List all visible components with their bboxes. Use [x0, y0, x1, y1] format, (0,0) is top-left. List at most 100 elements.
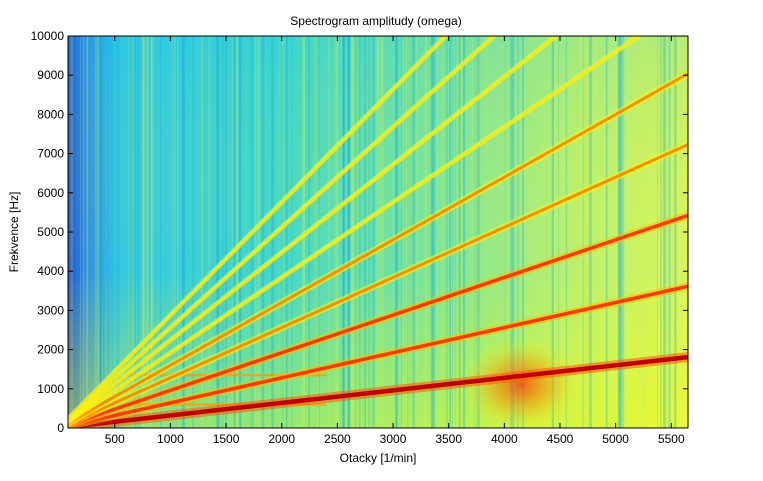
- texture-stripe: [142, 36, 145, 428]
- texture-stripe: [379, 36, 382, 428]
- texture-stripe: [656, 36, 658, 428]
- x-tick-label: 5000: [602, 432, 629, 446]
- x-tick-label: 2000: [268, 432, 295, 446]
- texture-stripe: [512, 36, 515, 428]
- harmonic-line: [68, 72, 688, 425]
- texture-stripe: [115, 36, 119, 428]
- texture-stripe: [581, 36, 585, 428]
- texture-stripe: [504, 36, 506, 428]
- x-tick-label: 1500: [213, 432, 240, 446]
- texture-stripe: [358, 36, 361, 428]
- texture-stripe: [458, 36, 461, 428]
- harmonic-line: [68, 143, 688, 426]
- texture-stripe: [160, 36, 162, 428]
- texture-stripe: [433, 36, 436, 428]
- texture-stripe: [83, 36, 85, 428]
- texture-stripe: [221, 36, 224, 428]
- y-tick-label: 6000: [37, 186, 64, 200]
- y-tick-label: 7000: [37, 147, 64, 161]
- texture-stripe: [173, 36, 177, 428]
- texture-stripe: [473, 36, 475, 428]
- texture-stripe: [76, 36, 78, 428]
- x-tick-label: 5500: [658, 432, 685, 446]
- texture-stripe: [622, 36, 625, 428]
- texture-stripe: [381, 36, 384, 428]
- texture-stripe: [510, 36, 513, 428]
- texture-stripe: [452, 36, 453, 428]
- texture-stripe: [145, 36, 149, 428]
- y-tick-label: 5000: [37, 225, 64, 239]
- texture-stripe: [100, 36, 102, 428]
- texture-stripe: [134, 36, 137, 428]
- harmonic-line: [68, 36, 496, 422]
- texture-stripe: [271, 36, 274, 428]
- harmonic-lines: [68, 36, 688, 428]
- x-axis-label: Otacky [1/min]: [340, 451, 417, 465]
- x-tick-label: 4000: [491, 432, 518, 446]
- texture-stripe: [666, 36, 670, 428]
- texture-stripe: [171, 36, 173, 428]
- texture-stripe: [372, 36, 375, 428]
- y-tick-label: 3000: [37, 303, 64, 317]
- texture-stripe: [356, 36, 358, 428]
- texture-stripe: [183, 36, 185, 428]
- texture-stripe: [551, 36, 554, 428]
- x-tick-label: 500: [105, 432, 125, 446]
- texture-stripe: [336, 36, 339, 428]
- texture-stripe: [208, 36, 211, 428]
- texture-stripe: [660, 36, 662, 428]
- texture-stripe: [314, 36, 316, 428]
- texture-stripe: [313, 36, 317, 428]
- texture-stripe: [340, 36, 342, 428]
- texture-stripe: [585, 36, 589, 428]
- texture-stripe: [424, 36, 428, 428]
- harmonic-line: [68, 36, 641, 424]
- texture-stripe: [460, 36, 462, 428]
- texture-stripe: [257, 36, 261, 428]
- texture-stripe: [281, 36, 285, 428]
- texture-stripe: [555, 36, 557, 428]
- texture-stripe: [517, 36, 519, 428]
- texture-stripe: [111, 36, 113, 428]
- y-tick-label: 1000: [37, 382, 64, 396]
- texture-stripe: [231, 36, 233, 428]
- chart-title: Spectrogram amplitudy (omega): [290, 14, 461, 28]
- texture-stripe: [173, 36, 176, 428]
- texture-stripe: [327, 36, 330, 428]
- texture-stripe: [103, 36, 105, 428]
- y-tick-label: 10000: [31, 29, 65, 43]
- texture-stripe: [416, 36, 418, 428]
- texture-stripe: [522, 36, 524, 428]
- y-tick-label: 8000: [37, 107, 64, 121]
- texture-stripe: [475, 36, 477, 428]
- x-tick-label: 1000: [157, 432, 184, 446]
- texture-stripe: [172, 36, 174, 428]
- texture-stripe: [215, 36, 219, 428]
- texture-stripe: [340, 36, 343, 428]
- texture-stripe: [364, 36, 366, 428]
- texture-stripe: [588, 36, 592, 428]
- texture-stripe: [673, 36, 677, 428]
- texture-stripe: [177, 36, 178, 428]
- x-tick-label: 3000: [380, 432, 407, 446]
- texture-stripe: [192, 36, 194, 428]
- texture-stripe: [484, 36, 486, 428]
- harmonic-line: [68, 36, 558, 423]
- texture-stripe: [656, 36, 658, 428]
- texture-stripe: [146, 36, 150, 428]
- texture-stripe: [572, 36, 576, 428]
- texture-stripe: [97, 36, 100, 428]
- high-energy-region: [459, 337, 583, 428]
- texture-stripe: [354, 36, 356, 428]
- texture-stripe: [441, 36, 444, 428]
- texture-stripe: [431, 36, 434, 428]
- texture-stripe: [235, 36, 239, 428]
- x-tick-label: 4500: [547, 432, 574, 446]
- texture-stripe: [282, 36, 285, 428]
- texture-stripe: [605, 36, 608, 428]
- texture-stripe: [118, 36, 120, 428]
- y-tick-label: 9000: [37, 68, 64, 82]
- texture-stripe: [239, 36, 242, 428]
- texture-stripe: [668, 36, 671, 428]
